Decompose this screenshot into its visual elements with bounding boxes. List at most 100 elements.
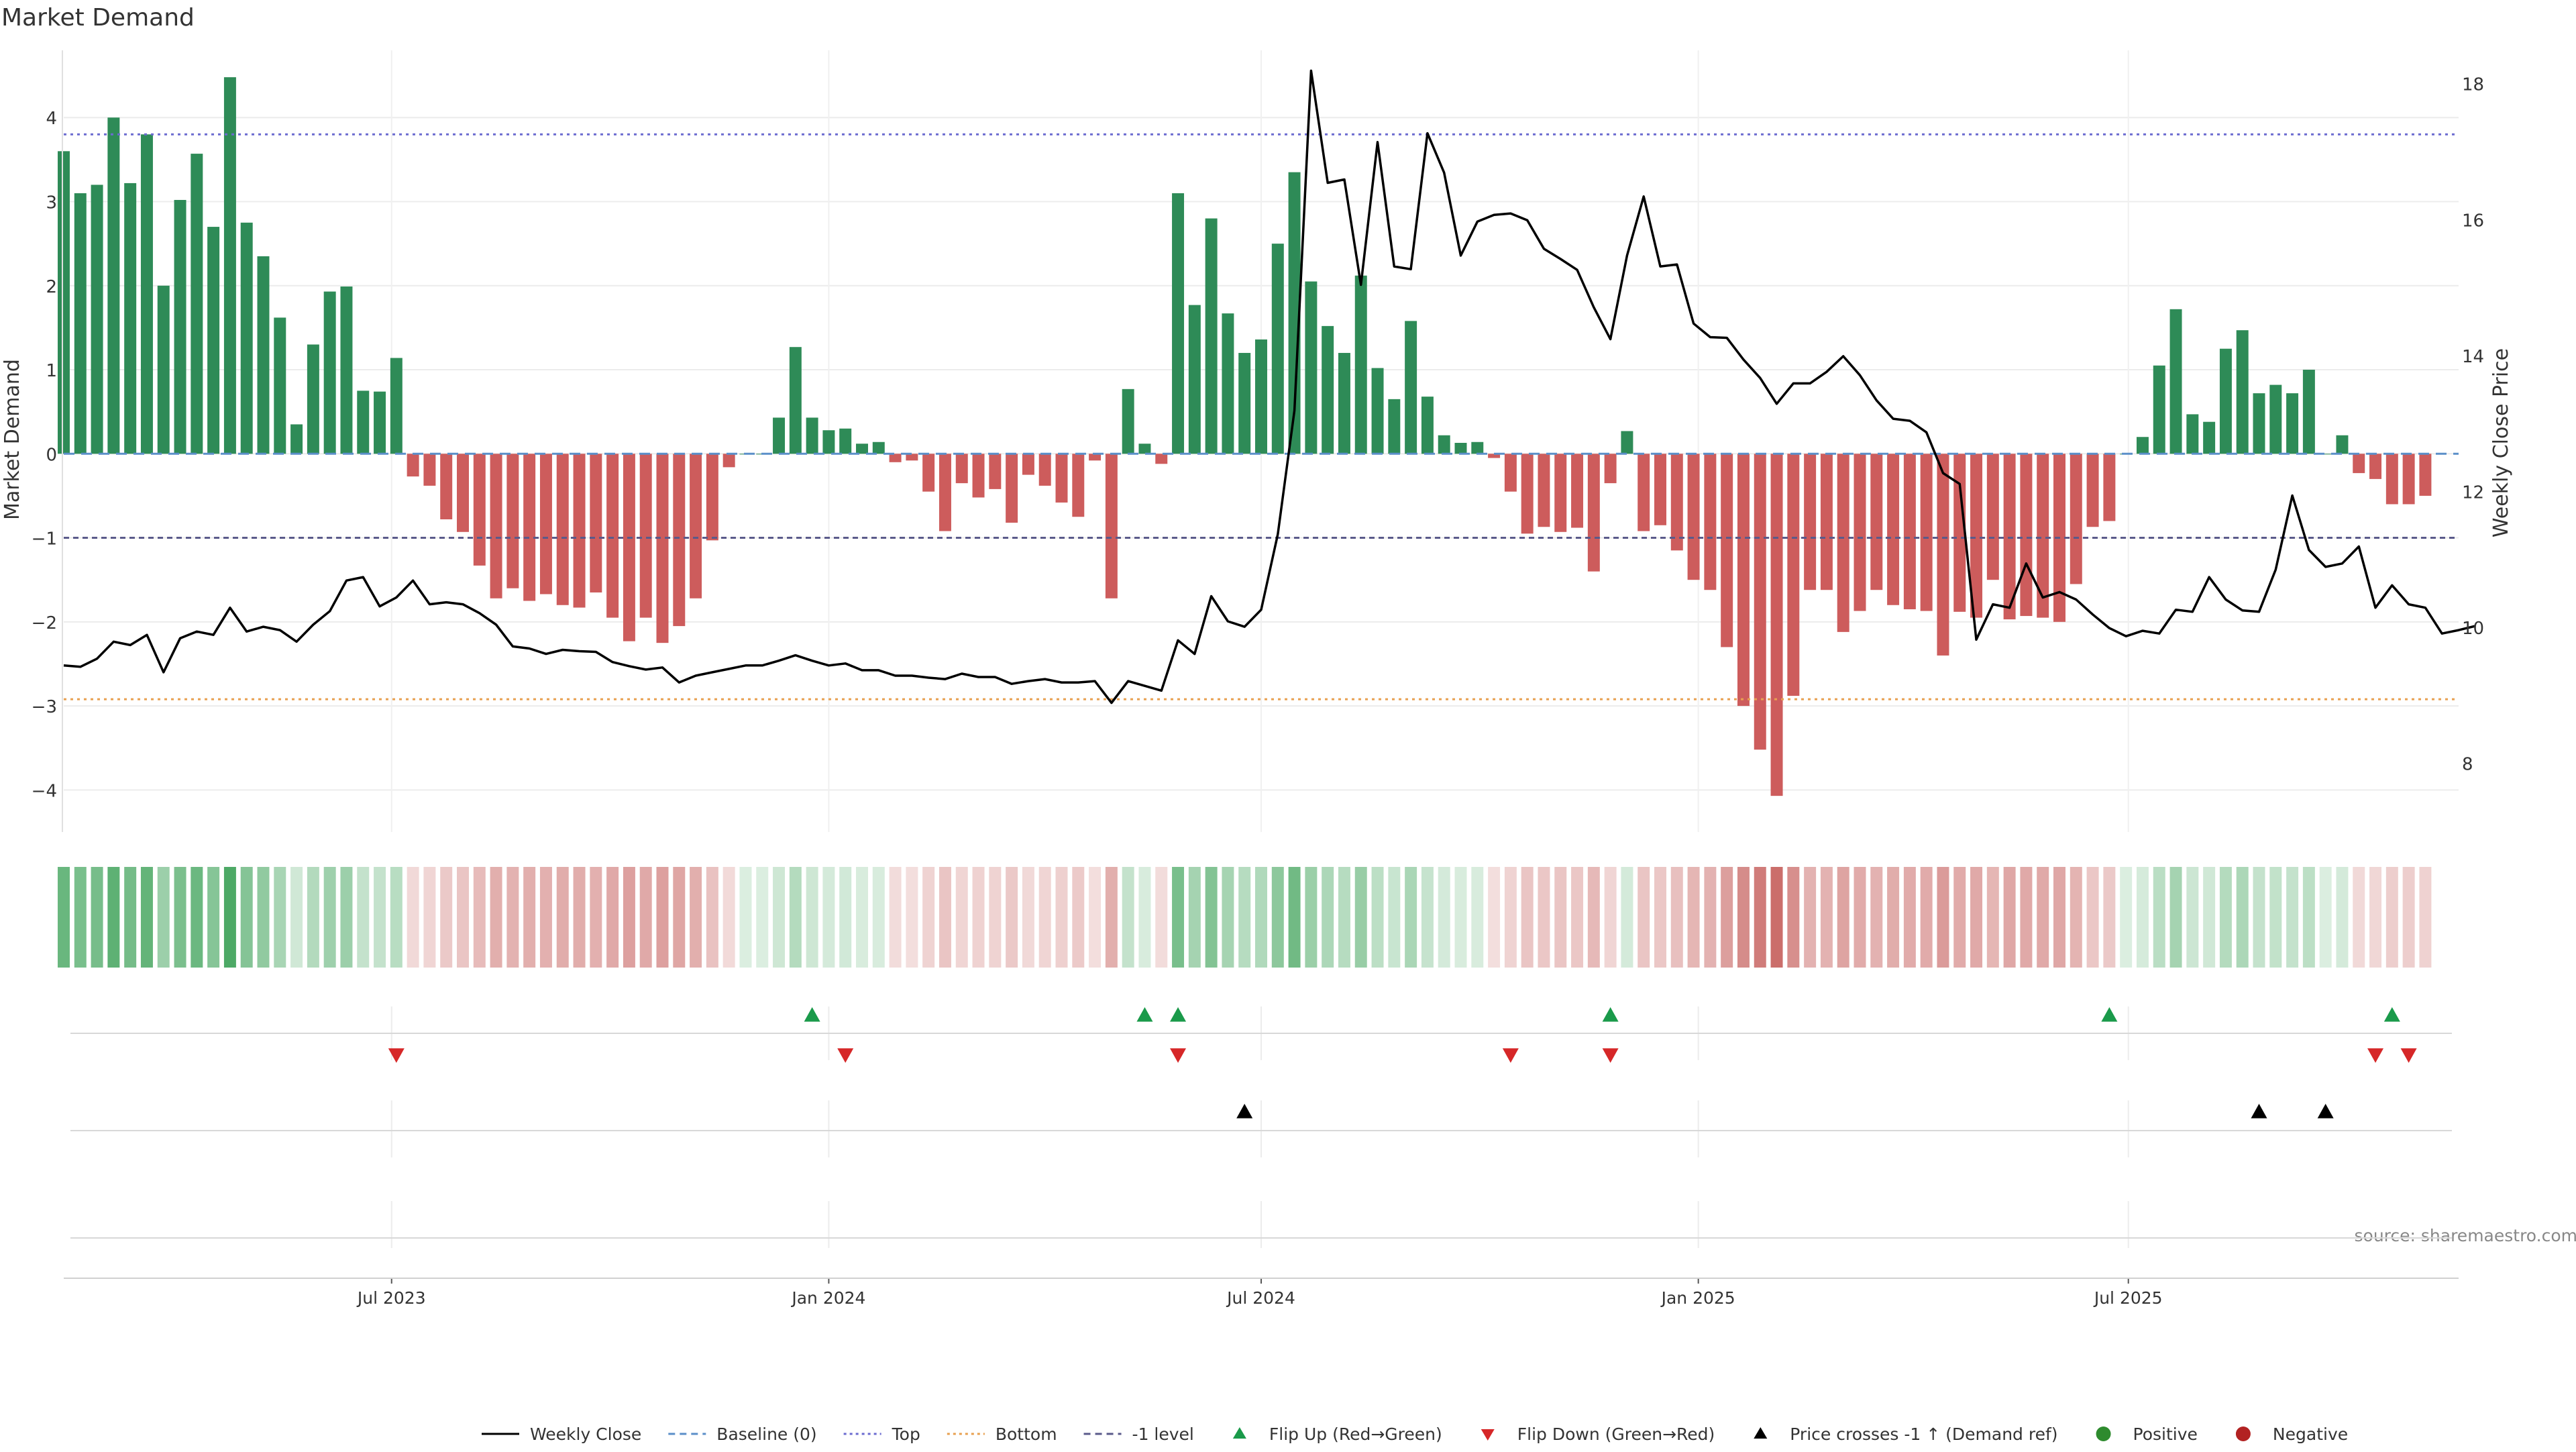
flip-up-marker: [2101, 1007, 2117, 1022]
demand-bar: [307, 344, 319, 454]
demand-strip-cell: [241, 867, 253, 968]
price-layer: [64, 70, 2475, 703]
demand-strip-cell: [1771, 867, 1783, 968]
y2-axis-label: Weekly Close Price: [2489, 348, 2513, 537]
demand-strip-cell: [1172, 867, 1184, 968]
price-cross-marker: [1236, 1104, 1252, 1119]
demand-bar: [606, 454, 619, 617]
demand-bar: [1987, 454, 1999, 580]
demand-strip-cell: [2253, 867, 2265, 968]
demand-strip-cell: [1388, 867, 1400, 968]
demand-bar: [324, 292, 336, 454]
legend-label: Flip Down (Green→Red): [1517, 1424, 1715, 1444]
demand-bar: [1072, 454, 1084, 517]
demand-strip-cell: [390, 867, 402, 968]
demand-bar: [2369, 454, 2381, 479]
demand-strip-cell: [307, 867, 319, 968]
demand-strip-cell: [2137, 867, 2149, 968]
demand-strip-cell: [557, 867, 569, 968]
demand-bar: [107, 117, 119, 454]
demand-strip-cell: [158, 867, 170, 968]
demand-bar: [623, 454, 635, 641]
demand-bar: [258, 256, 270, 454]
demand-strip-cell: [1022, 867, 1034, 968]
y-axis-label: Market Demand: [1, 359, 24, 520]
demand-strip-cell: [490, 867, 502, 968]
demand-bar: [1571, 454, 1583, 527]
demand-bar: [2170, 309, 2182, 454]
legend-label: Bottom: [996, 1424, 1057, 1444]
demand-strip-cell: [2120, 867, 2132, 968]
demand-bar: [1621, 431, 1633, 454]
demand-strip-cell: [2269, 867, 2282, 968]
demand-bar: [873, 442, 885, 454]
demand-strip-cell: [890, 867, 902, 968]
demand-bar: [390, 358, 402, 454]
demand-strip-cell: [2053, 867, 2065, 968]
demand-strip-cell: [574, 867, 586, 968]
demand-strip-cell: [1887, 867, 1899, 968]
y-tick-label: 0: [46, 445, 57, 465]
demand-bar: [2303, 370, 2315, 454]
y-tick-label: 2: [46, 277, 57, 297]
demand-bar: [1688, 454, 1700, 580]
demand-bar: [1771, 454, 1783, 796]
demand-strip-cell: [640, 867, 652, 968]
demand-strip-cell: [1372, 867, 1384, 968]
y2-tick-label: 8: [2462, 755, 2473, 775]
demand-bar: [939, 454, 951, 531]
demand-strip-cell: [523, 867, 535, 968]
flip-up-marker: [804, 1007, 820, 1022]
flip-up-marker: [2384, 1007, 2400, 1022]
demand-strip-cell: [2419, 867, 2431, 968]
demand-strip-cell: [2020, 867, 2032, 968]
demand-strip-cell: [1155, 867, 1167, 968]
demand-bar: [723, 454, 735, 467]
demand-strip-cell: [1837, 867, 1849, 968]
demand-strip-cell: [839, 867, 851, 968]
demand-strip-cell: [623, 867, 635, 968]
demand-strip-cell: [1205, 867, 1218, 968]
flip-down-marker: [2401, 1048, 2417, 1063]
y2-tick-label: 10: [2462, 619, 2484, 639]
price-cross-marker: [2251, 1104, 2267, 1119]
demand-strip-cell: [756, 867, 768, 968]
demand-strip-cell: [1338, 867, 1350, 968]
demand-bar: [191, 154, 203, 454]
legend-swatch-circle: [2096, 1427, 2111, 1441]
demand-strip-cell: [2153, 867, 2165, 968]
flip-up-marker: [1170, 1007, 1186, 1022]
demand-strip-cell: [1704, 867, 1716, 968]
demand-bar: [1372, 368, 1384, 454]
demand-strip-cell: [1322, 867, 1334, 968]
demand-strip-cell: [506, 867, 519, 968]
legend-label: Top: [892, 1424, 920, 1444]
demand-bar: [1588, 454, 1600, 571]
demand-strip-cell: [1355, 867, 1367, 968]
demand-bar: [2286, 393, 2298, 454]
demand-bar: [440, 454, 452, 519]
demand-bar: [1721, 454, 1733, 647]
legend-swatch-triangle-up: [1233, 1427, 1246, 1439]
demand-strip-cell: [657, 867, 669, 968]
demand-bar: [706, 454, 718, 540]
demand-bar: [1122, 389, 1134, 454]
demand-strip-cell: [224, 867, 236, 968]
grid-layer: [64, 50, 2459, 1248]
flip-up-marker: [1603, 1007, 1619, 1022]
y2-tick-label: 18: [2462, 75, 2484, 95]
legend-label: Negative: [2273, 1424, 2348, 1444]
demand-bar: [1554, 454, 1566, 532]
demand-strip-cell: [407, 867, 419, 968]
demand-strip-cell: [1921, 867, 1933, 968]
y-tick-label: −4: [32, 781, 57, 801]
demand-strip-cell: [1571, 867, 1583, 968]
demand-bar: [1937, 454, 1949, 656]
demand-strip-cell: [423, 867, 435, 968]
demand-bar: [540, 454, 552, 594]
demand-strip-cell: [1654, 867, 1666, 968]
flip-down-marker: [2367, 1048, 2383, 1063]
demand-bar: [2253, 393, 2265, 454]
